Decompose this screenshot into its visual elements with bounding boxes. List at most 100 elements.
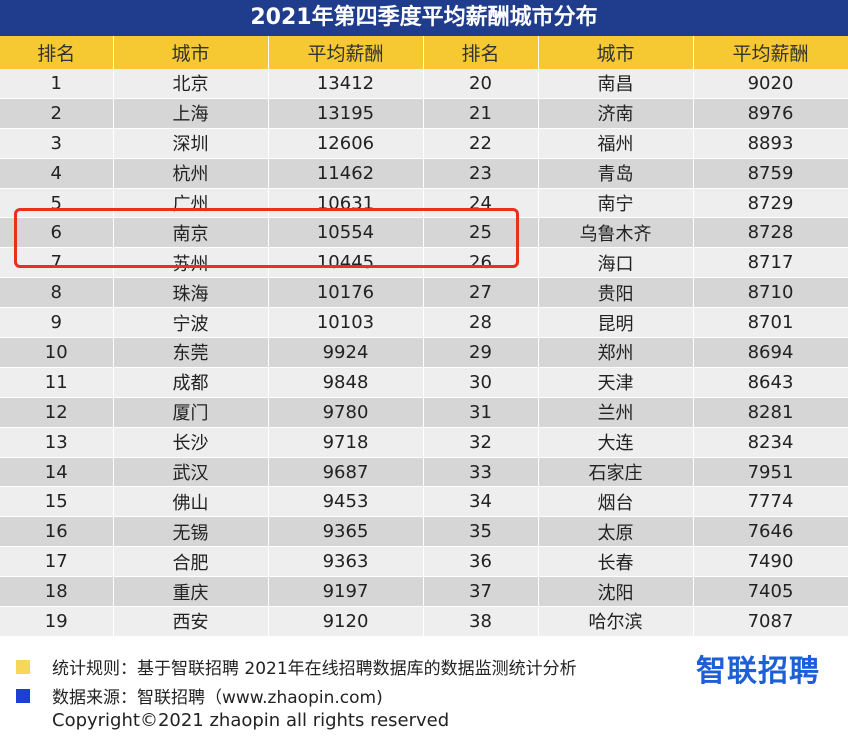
rank-cell: 6 bbox=[0, 217, 114, 249]
salary-cell: 9718 bbox=[268, 427, 424, 458]
salary-cell: 9687 bbox=[268, 457, 424, 488]
rank-cell: 5 bbox=[0, 188, 114, 219]
table-row: 3 深圳 12606 22 福州 8893 bbox=[0, 128, 848, 159]
rank-cell: 20 bbox=[423, 69, 539, 99]
table-row: 13 长沙 9718 32 大连 8234 bbox=[0, 427, 848, 458]
rank-cell: 26 bbox=[423, 247, 539, 279]
table-row: 15 佛山 9453 34 烟台 7774 bbox=[0, 486, 848, 518]
rank-cell: 4 bbox=[0, 158, 114, 189]
salary-cell: 9120 bbox=[268, 606, 424, 637]
salary-cell: 7646 bbox=[693, 516, 848, 548]
rank-cell: 3 bbox=[0, 128, 114, 159]
salary-cell: 9365 bbox=[268, 516, 424, 548]
rank-cell: 33 bbox=[423, 457, 539, 488]
table-row: 2 上海 13195 21 济南 8976 bbox=[0, 98, 848, 129]
table-body: 1 北京 13412 20 南昌 9020 2 上海 13195 21 济南 8976 3 深圳 12606… bbox=[0, 69, 848, 637]
rank-cell: 22 bbox=[423, 128, 539, 159]
rank-cell: 8 bbox=[0, 277, 114, 309]
salary-cell: 8643 bbox=[693, 367, 848, 398]
city-cell: 乌鲁木齐 bbox=[538, 217, 694, 249]
salary-cell: 10631 bbox=[268, 188, 424, 219]
legend-rule: 统计规则：基于智联招聘 2021年在线招聘数据库的数据监测统计分析 bbox=[16, 654, 577, 679]
table-row: 18 重庆 9197 37 沈阳 7405 bbox=[0, 576, 848, 608]
city-cell: 福州 bbox=[538, 128, 694, 159]
city-cell: 苏州 bbox=[113, 247, 269, 279]
header-rank: 排名 bbox=[0, 36, 114, 69]
salary-cell: 8694 bbox=[693, 337, 848, 368]
city-cell: 深圳 bbox=[113, 128, 269, 159]
city-cell: 上海 bbox=[113, 98, 269, 129]
rank-cell: 24 bbox=[423, 188, 539, 219]
header-row: 排名 城市 平均薪酬 排名 城市 平均薪酬 bbox=[0, 36, 848, 69]
rank-cell: 19 bbox=[0, 606, 114, 637]
city-cell: 济南 bbox=[538, 98, 694, 129]
salary-cell: 8729 bbox=[693, 188, 848, 219]
rank-cell: 17 bbox=[0, 546, 114, 578]
city-cell: 太原 bbox=[538, 516, 694, 548]
header-rank: 排名 bbox=[423, 36, 539, 69]
rank-cell: 35 bbox=[423, 516, 539, 548]
city-cell: 烟台 bbox=[538, 486, 694, 518]
salary-cell: 11462 bbox=[268, 158, 424, 189]
table-row: 4 杭州 11462 23 青岛 8759 bbox=[0, 158, 848, 189]
rank-cell: 37 bbox=[423, 576, 539, 608]
salary-cell: 8234 bbox=[693, 427, 848, 458]
salary-cell: 9924 bbox=[268, 337, 424, 368]
salary-cell: 8976 bbox=[693, 98, 848, 129]
salary-cell: 13195 bbox=[268, 98, 424, 129]
rank-cell: 1 bbox=[0, 69, 114, 99]
city-cell: 东莞 bbox=[113, 337, 269, 368]
city-cell: 哈尔滨 bbox=[538, 606, 694, 637]
city-cell: 昆明 bbox=[538, 307, 694, 339]
city-cell: 杭州 bbox=[113, 158, 269, 189]
table-row: 14 武汉 9687 33 石家庄 7951 bbox=[0, 457, 848, 488]
city-cell: 沈阳 bbox=[538, 576, 694, 608]
city-cell: 重庆 bbox=[113, 576, 269, 608]
rank-cell: 16 bbox=[0, 516, 114, 548]
source-text: 数据来源：智联招聘（www.zhaopin.com) bbox=[52, 688, 383, 708]
header-city: 城市 bbox=[538, 36, 694, 69]
rank-cell: 34 bbox=[423, 486, 539, 518]
salary-cell: 9363 bbox=[268, 546, 424, 578]
salary-cell: 10445 bbox=[268, 247, 424, 279]
city-cell: 青岛 bbox=[538, 158, 694, 189]
city-cell: 成都 bbox=[113, 367, 269, 398]
city-cell: 贵阳 bbox=[538, 277, 694, 309]
header-salary: 平均薪酬 bbox=[268, 36, 424, 69]
zhaopin-logo: 智联招聘 bbox=[696, 654, 820, 689]
salary-cell: 13412 bbox=[268, 69, 424, 99]
salary-cell: 9020 bbox=[693, 69, 848, 99]
city-cell: 广州 bbox=[113, 188, 269, 219]
table-row: 5 广州 10631 24 南宁 8729 bbox=[0, 188, 848, 219]
table-row: 6 南京 10554 25 乌鲁木齐 8728 bbox=[0, 217, 848, 249]
header-city: 城市 bbox=[113, 36, 269, 69]
salary-cell: 9848 bbox=[268, 367, 424, 398]
rank-cell: 31 bbox=[423, 397, 539, 428]
yellow-swatch bbox=[16, 659, 30, 674]
city-cell: 大连 bbox=[538, 427, 694, 458]
salary-cell: 8717 bbox=[693, 247, 848, 279]
legend-source: 数据来源：智联招聘（www.zhaopin.com) bbox=[16, 683, 383, 708]
rank-cell: 9 bbox=[0, 307, 114, 339]
rank-cell: 28 bbox=[423, 307, 539, 339]
rank-cell: 10 bbox=[0, 337, 114, 368]
chart-title: 2021年第四季度平均薪酬城市分布 bbox=[0, 0, 848, 36]
salary-cell: 7774 bbox=[693, 486, 848, 518]
table-row: 17 合肥 9363 36 长春 7490 bbox=[0, 546, 848, 578]
city-cell: 长沙 bbox=[113, 427, 269, 458]
city-cell: 南昌 bbox=[538, 69, 694, 99]
rank-cell: 7 bbox=[0, 247, 114, 279]
rank-cell: 23 bbox=[423, 158, 539, 189]
salary-cell: 8701 bbox=[693, 307, 848, 339]
rank-cell: 30 bbox=[423, 367, 539, 398]
rank-cell: 29 bbox=[423, 337, 539, 368]
salary-cell: 10103 bbox=[268, 307, 424, 339]
table-row: 10 东莞 9924 29 郑州 8694 bbox=[0, 337, 848, 368]
rank-cell: 14 bbox=[0, 457, 114, 488]
salary-cell: 8893 bbox=[693, 128, 848, 159]
rank-cell: 36 bbox=[423, 546, 539, 578]
table-row: 7 苏州 10445 26 海口 8717 bbox=[0, 247, 848, 279]
salary-cell: 9780 bbox=[268, 397, 424, 428]
city-cell: 海口 bbox=[538, 247, 694, 279]
city-cell: 西安 bbox=[113, 606, 269, 637]
